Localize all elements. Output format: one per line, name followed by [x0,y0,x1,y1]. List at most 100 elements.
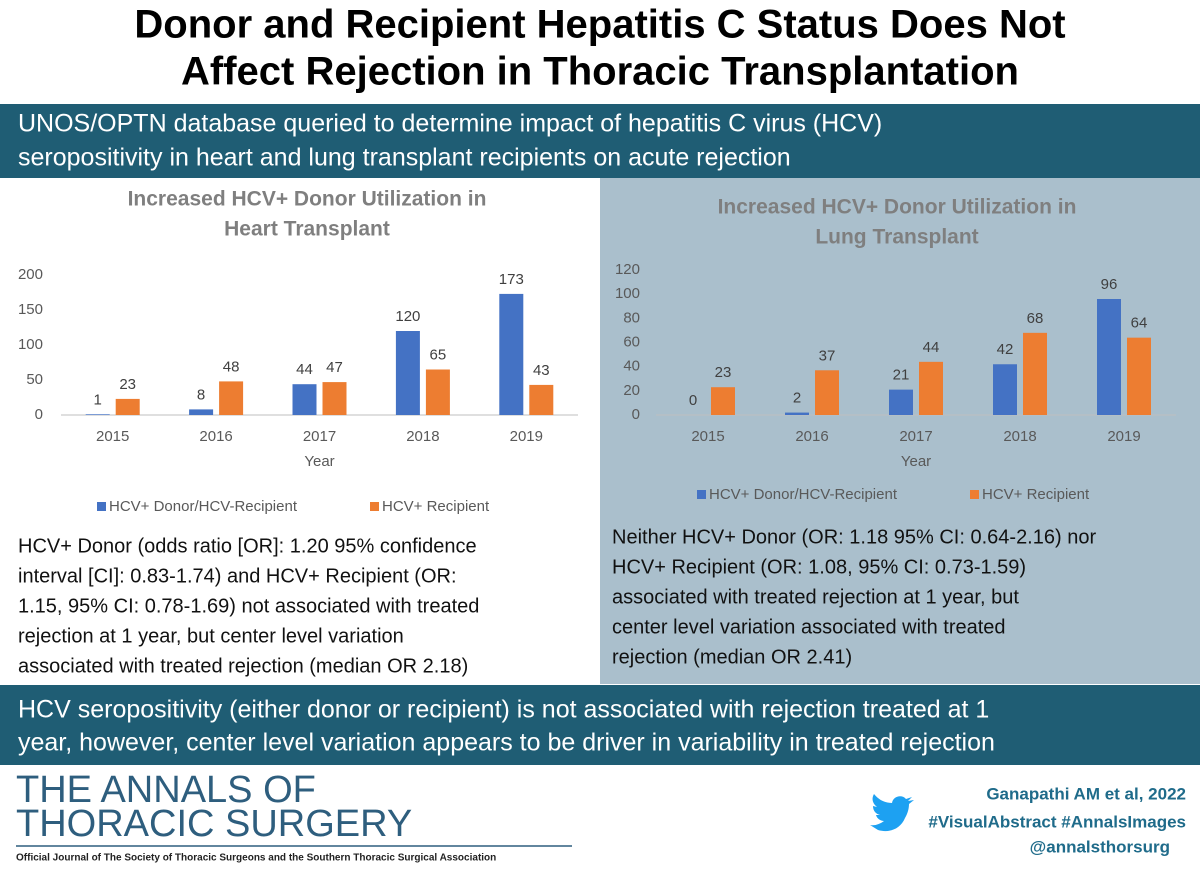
conclusion-text: HCV seropositivity (either donor or reci… [18,696,989,724]
finding-text: HCV+ Recipient (OR: 1.08, 95% CI: 0.73-1… [612,556,1026,578]
hashtags[interactable]: #VisualAbstract #AnnalsImages [928,812,1186,831]
bar [711,387,735,415]
data-label: 64 [1131,315,1148,332]
data-label: 0 [689,392,697,409]
bar [1127,337,1151,415]
banner-text: seropositivity in heart and lung transpl… [18,144,791,172]
bar [785,412,809,415]
bar [919,361,943,415]
x-tick-label: 2017 [303,428,336,445]
legend-label: HCV+ Recipient [382,498,490,515]
data-label: 37 [819,347,836,364]
data-label: 47 [326,359,343,376]
legend-label: HCV+ Donor/HCV-Recipient [109,498,298,515]
data-label: 120 [395,308,420,325]
x-tick-label: 2016 [199,428,232,445]
finding-text: associated with treated rejection at 1 y… [612,586,1019,608]
data-label: 44 [296,361,313,378]
data-label: 8 [197,386,205,403]
data-label: 42 [997,341,1014,358]
data-label: 68 [1027,310,1044,327]
y-tick-label: 150 [18,301,43,318]
x-tick-label: 2015 [691,428,724,445]
finding-text: Neither HCV+ Donor (OR: 1.18 95% CI: 0.6… [612,526,1096,548]
data-label: 1 [94,391,102,408]
y-tick-label: 0 [35,406,43,423]
y-tick-label: 20 [623,382,640,399]
bar [815,370,839,415]
x-tick-label: 2017 [899,428,932,445]
title: Affect Rejection in Thoracic Transplanta… [181,50,1019,94]
chart-title: Increased HCV+ Donor Utilization in [128,188,487,211]
x-axis-title: Year [304,453,334,470]
finding-text: interval [CI]: 0.83-1.74) and HCV+ Recip… [18,565,457,587]
data-label: 43 [533,362,550,379]
y-tick-label: 40 [623,358,640,375]
data-label: 44 [923,339,940,356]
conclusion-text: year, however, center level variation ap… [18,729,995,757]
finding-text: 1.15, 95% CI: 0.78-1.69) not associated … [18,595,479,617]
data-label: 173 [499,271,524,288]
y-tick-label: 100 [18,336,43,353]
left-panel [0,178,600,684]
bar [85,414,110,415]
finding-text: associated with treated rejection (media… [18,655,468,677]
bar [189,409,214,415]
x-tick-label: 2019 [510,428,543,445]
bar [1023,332,1047,415]
x-tick-label: 2019 [1107,428,1140,445]
bar [529,384,554,415]
x-tick-label: 2018 [406,428,439,445]
legend-swatch [97,502,106,511]
bar [322,382,347,415]
data-label: 23 [119,376,136,393]
bar [219,381,244,415]
twitter-icon[interactable] [870,794,914,832]
y-tick-label: 120 [615,261,640,278]
conclusion-bg [0,685,1200,765]
journal-name: THE ANNALS OF [16,769,316,811]
legend-swatch [370,502,379,511]
data-label: 23 [715,364,732,381]
finding-text: center level variation associated with t… [612,616,1006,638]
banner-text: UNOS/OPTN database queried to determine … [18,110,882,138]
y-tick-label: 60 [623,333,640,350]
data-label: 65 [430,346,447,363]
finding-text: rejection (median OR 2.41) [612,646,852,668]
x-tick-label: 2015 [96,428,129,445]
bar [993,364,1017,415]
finding-text: rejection at 1 year, but center level va… [18,625,404,647]
chart-title: Lung Transplant [815,226,978,249]
chart-title: Increased HCV+ Donor Utilization in [718,196,1077,219]
finding-text: HCV+ Donor (odds ratio [OR]: 1.20 95% co… [18,535,477,557]
journal-name: THORACIC SURGERY [16,803,412,845]
y-tick-label: 0 [632,406,640,423]
x-tick-label: 2018 [1003,428,1036,445]
citation: Ganapathi AM et al, 2022 [986,784,1186,803]
bar [115,398,140,415]
y-tick-label: 200 [18,266,43,283]
data-label: 48 [223,358,240,375]
data-label: 96 [1101,276,1118,293]
y-tick-label: 80 [623,309,640,326]
bar [292,384,317,415]
handle[interactable]: @annalsthorsurg [1030,837,1170,856]
title: Donor and Recipient Hepatitis C Status D… [134,3,1065,47]
x-tick-label: 2016 [795,428,828,445]
legend-swatch [970,490,979,499]
legend-label: HCV+ Donor/HCV-Recipient [709,486,898,503]
journal-subtitle: Official Journal of The Society of Thora… [16,853,496,864]
chart-title: Heart Transplant [224,218,390,241]
banner-bg [0,104,1200,178]
bar [889,389,913,415]
data-label: 2 [793,390,801,407]
y-tick-label: 100 [615,285,640,302]
bar [425,369,450,415]
bar [499,293,524,415]
x-axis-title: Year [901,453,931,470]
bar [395,331,420,415]
y-tick-label: 50 [26,371,43,388]
bar [1097,299,1121,415]
right-panel [600,178,1200,684]
